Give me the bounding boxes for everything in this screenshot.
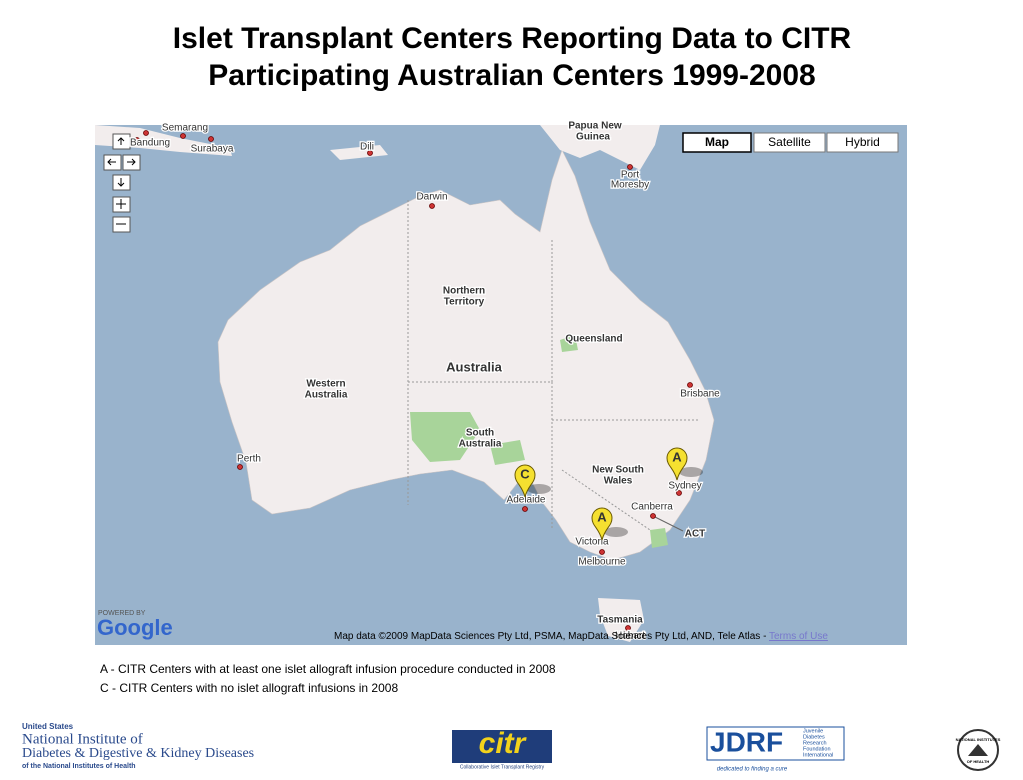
map-label: Dili: [360, 142, 374, 153]
marker-shadow: [679, 467, 703, 477]
map-label: Perth: [237, 454, 261, 465]
logo-text: International: [803, 752, 833, 758]
marker[interactable]: [514, 464, 536, 498]
city-dot: [208, 136, 214, 142]
map-label: Melbourne: [578, 557, 626, 568]
map-type-label[interactable]: Hybrid: [845, 135, 880, 149]
marker[interactable]: [666, 447, 688, 481]
city-dot: [143, 130, 149, 136]
logo-text: Diabetes & Digestive & Kidney Diseases: [22, 746, 254, 761]
city-dot: [429, 203, 435, 209]
nih-logo: NATIONAL INSTITUTES OF HEALTH: [956, 729, 1001, 771]
state-border: [407, 200, 700, 531]
citr-logo: citr Collaborative Islet Transplant Regi…: [452, 727, 552, 770]
marker[interactable]: [591, 507, 613, 541]
marker-letter[interactable]: C: [520, 466, 530, 481]
powered-by: POWERED BY: [98, 610, 146, 617]
logo-text: Diabetes: [803, 734, 825, 740]
city-dot: [134, 137, 140, 143]
logo-text: Research: [803, 740, 827, 746]
city-dot: [367, 150, 373, 156]
logo-text: National Institute of: [22, 731, 143, 747]
logo-text: citr: [479, 727, 528, 760]
logo-text: dedicated to finding a cure: [717, 767, 788, 773]
map-label: Semarang: [162, 123, 208, 134]
land: [540, 125, 660, 170]
map-label: Darwin: [416, 192, 447, 203]
map-type-label[interactable]: Map: [705, 135, 729, 149]
map-label: ACT: [685, 529, 706, 540]
map-label: Moresby: [611, 180, 649, 191]
map-label: Northern: [443, 286, 485, 297]
map-label: Western: [306, 379, 345, 390]
logo-text: NATIONAL INSTITUTES: [956, 737, 1001, 742]
map-label: Papua New: [568, 121, 622, 132]
legend-line: C - CITR Centers with no islet allograft…: [100, 681, 398, 695]
act-pointer: [654, 516, 684, 532]
attribution-text: Map data ©2009 MapData Sciences Pty Ltd,…: [334, 631, 769, 642]
map-label: Hobart: [615, 631, 645, 642]
land: [217, 149, 715, 561]
map-label: Adelaide: [507, 495, 546, 506]
map-label: Queensland: [565, 334, 622, 345]
map-label: South: [466, 428, 494, 439]
logo-text: of the National Institutes of Health: [22, 763, 136, 770]
logo-text: JDRF: [710, 726, 783, 757]
logo-text: Foundation: [803, 746, 831, 752]
google-logo: Google: [97, 615, 173, 640]
city-dot: [650, 513, 656, 519]
map-label: Canberra: [631, 502, 673, 513]
map-type-button[interactable]: [753, 132, 826, 153]
city-dot: [687, 382, 693, 388]
niddk-logo: United States National Institute of Diab…: [22, 722, 254, 770]
city-dot: [676, 490, 682, 496]
city-dot: [599, 549, 605, 555]
title-line: Participating Australian Centers 1999-20…: [208, 59, 815, 92]
map[interactable]: [95, 125, 907, 645]
terms-link[interactable]: Terms of Use: [769, 631, 828, 642]
map-label: Australia: [305, 390, 348, 401]
marker-letter[interactable]: A: [597, 509, 607, 524]
map-label: Port: [621, 170, 640, 181]
map-label: Australia: [446, 359, 502, 374]
city-dot: [237, 464, 243, 470]
map-label: Bandung: [130, 138, 170, 149]
logo-text: Collaborative Islet Transplant Registry: [460, 764, 545, 770]
city-dot: [522, 506, 528, 512]
marker-letter[interactable]: A: [672, 449, 682, 464]
map-label: Sydney: [668, 481, 701, 492]
logo-text: OF HEALTH: [967, 759, 990, 764]
logo-text: United States: [22, 722, 74, 731]
map-label: Tasmania: [597, 615, 643, 626]
map-label: Guinea: [576, 132, 610, 143]
marker-shadow: [604, 527, 628, 537]
jdrf-logo: JDRF dedicated to finding a cure Juvenil…: [706, 726, 845, 773]
map-label: Territory: [444, 297, 485, 308]
attribution: Map data ©2009 MapData Sciences Pty Ltd,…: [334, 631, 828, 642]
map-type-button[interactable]: [682, 132, 752, 153]
map-type-button[interactable]: [826, 132, 899, 153]
logo-text: Juvenile: [803, 728, 823, 734]
title-line: Islet Transplant Centers Reporting Data …: [173, 22, 852, 55]
parks: [410, 335, 668, 548]
map-label: New South: [592, 465, 644, 476]
land: [598, 598, 644, 642]
marker-shadow: [527, 484, 551, 494]
legend-line: A - CITR Centers with at least one islet…: [100, 662, 556, 676]
city-dot: [180, 133, 186, 139]
land: [95, 125, 388, 160]
map-label: Australia: [459, 439, 502, 450]
map-label: Brisbane: [680, 389, 720, 400]
city-dot: [627, 164, 633, 170]
city-dot: [625, 625, 631, 631]
map-label: Wales: [604, 476, 633, 487]
zoom-controls[interactable]: [103, 133, 141, 233]
map-label: Surabaya: [191, 144, 234, 155]
map-type-label[interactable]: Satellite: [768, 135, 811, 149]
map-label: Victoria: [575, 537, 609, 548]
